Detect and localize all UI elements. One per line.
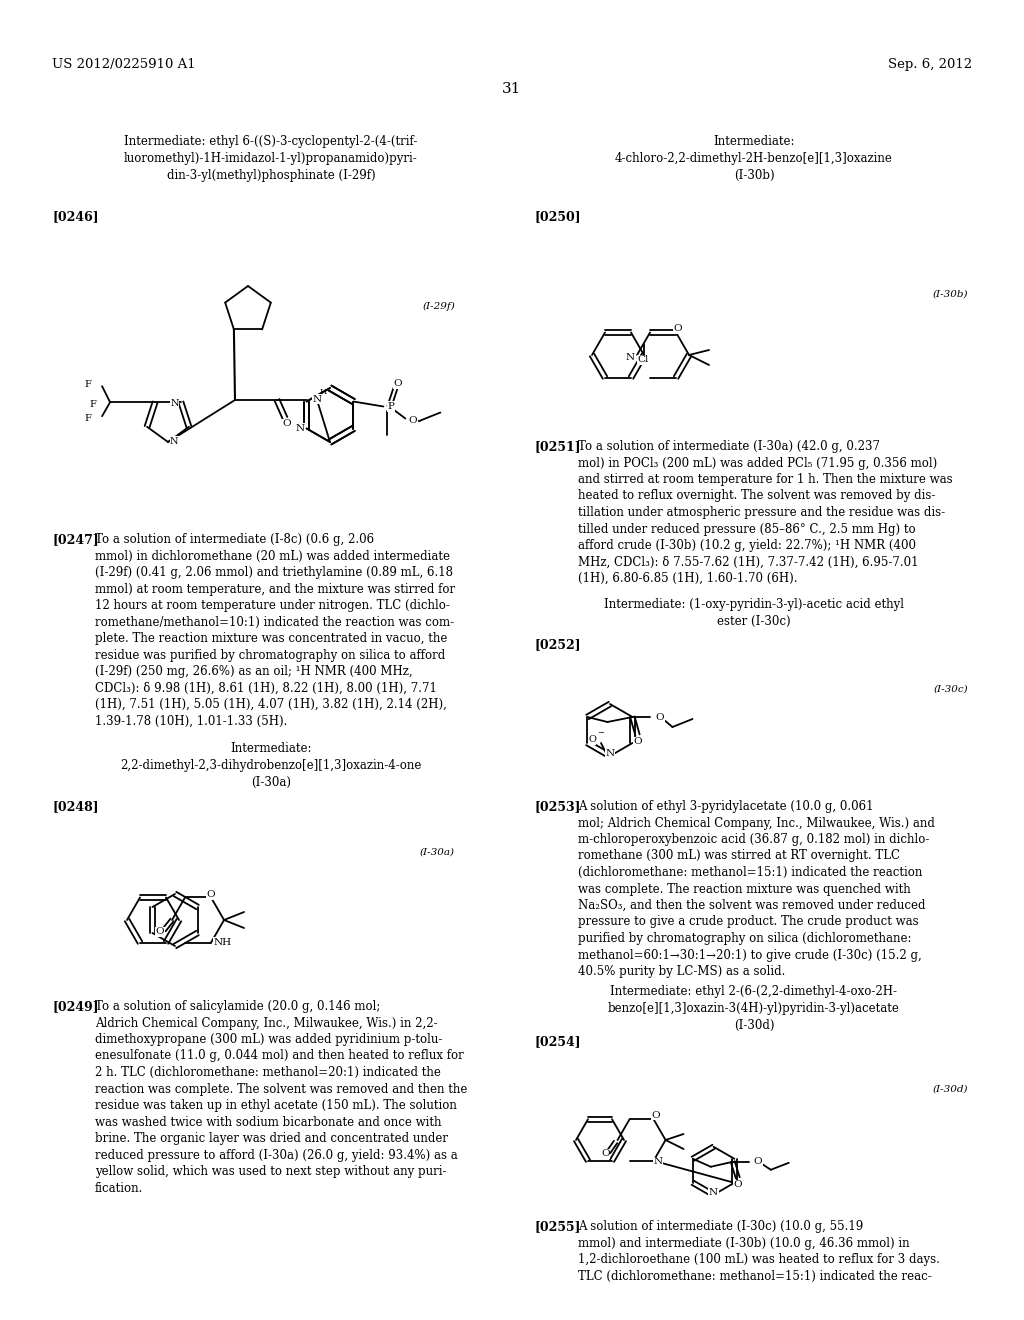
Text: 31: 31	[503, 82, 521, 96]
Text: Sep. 6, 2012: Sep. 6, 2012	[888, 58, 972, 71]
Text: (I-29f): (I-29f)	[422, 302, 455, 312]
Text: Cl: Cl	[638, 355, 649, 364]
Text: O: O	[156, 928, 164, 936]
Text: A solution of ethyl 3-pyridylacetate (10.0 g, 0.061
mol; Aldrich Chemical Compan: A solution of ethyl 3-pyridylacetate (10…	[578, 800, 935, 978]
Text: To a solution of intermediate (I-30a) (42.0 g, 0.237
mol) in POCl₃ (200 mL) was : To a solution of intermediate (I-30a) (4…	[578, 440, 952, 585]
Text: F: F	[89, 400, 96, 409]
Text: [0254]: [0254]	[535, 1035, 582, 1048]
Text: O: O	[633, 738, 642, 747]
Text: Intermediate:
2,2-dimethyl-2,3-dihydrobenzo[e][1,3]oxazin-4-one
(I-30a): Intermediate: 2,2-dimethyl-2,3-dihydrobe…	[120, 742, 422, 789]
Text: Intermediate: ethyl 2-(6-(2,2-dimethyl-4-oxo-2H-
benzo[e][1,3]oxazin-3(4H)-yl)py: Intermediate: ethyl 2-(6-(2,2-dimethyl-4…	[608, 985, 900, 1032]
Text: (I-30b): (I-30b)	[933, 290, 968, 300]
Text: US 2012/0225910 A1: US 2012/0225910 A1	[52, 58, 196, 71]
Text: N: N	[296, 424, 304, 433]
Text: O: O	[733, 1180, 742, 1189]
Text: [0246]: [0246]	[52, 210, 98, 223]
Text: F: F	[85, 413, 91, 422]
Text: H: H	[319, 388, 328, 396]
Text: To a solution of salicylamide (20.0 g, 0.146 mol;
Aldrich Chemical Company, Inc.: To a solution of salicylamide (20.0 g, 0…	[95, 1001, 467, 1195]
Text: [0250]: [0250]	[535, 210, 582, 223]
Text: [0247]: [0247]	[52, 533, 98, 546]
Text: NH: NH	[213, 939, 231, 946]
Text: F: F	[85, 380, 91, 388]
Text: (I-30d): (I-30d)	[933, 1085, 968, 1094]
Text: O: O	[601, 1150, 610, 1159]
Text: Intermediate: ethyl 6-((S)-3-cyclopentyl-2-(4-(trif-
luoromethyl)-1H-imidazol-1-: Intermediate: ethyl 6-((S)-3-cyclopentyl…	[124, 135, 418, 182]
Text: N: N	[709, 1188, 718, 1197]
Text: [0251]: [0251]	[535, 440, 582, 453]
Text: [0253]: [0253]	[535, 800, 582, 813]
Text: Intermediate:
4-chloro-2,2-dimethyl-2H-benzo[e][1,3]oxazine
(I-30b): Intermediate: 4-chloro-2,2-dimethyl-2H-b…	[615, 135, 893, 182]
Text: N: N	[313, 395, 323, 404]
Text: P: P	[387, 403, 394, 411]
Text: N: N	[626, 352, 635, 362]
Text: O: O	[655, 713, 665, 722]
Text: −: −	[597, 729, 604, 737]
Text: N: N	[170, 437, 178, 446]
Text: N: N	[170, 399, 179, 408]
Text: (I-30a): (I-30a)	[420, 847, 455, 857]
Text: [0252]: [0252]	[535, 638, 582, 651]
Text: O: O	[674, 323, 682, 333]
Text: O: O	[207, 890, 215, 899]
Text: (I-30c): (I-30c)	[933, 685, 968, 694]
Text: N: N	[605, 750, 614, 759]
Text: O: O	[754, 1158, 763, 1167]
Text: Intermediate: (1-oxy-pyridin-3-yl)-acetic acid ethyl
ester (I-30c): Intermediate: (1-oxy-pyridin-3-yl)-aceti…	[604, 598, 904, 628]
Text: To a solution of intermediate (I-8c) (0.6 g, 2.06
mmol) in dichloromethane (20 m: To a solution of intermediate (I-8c) (0.…	[95, 533, 455, 727]
Text: [0248]: [0248]	[52, 800, 98, 813]
Text: O: O	[393, 379, 401, 388]
Text: A solution of intermediate (I-30c) (10.0 g, 55.19
mmol) and intermediate (I-30b): A solution of intermediate (I-30c) (10.0…	[578, 1220, 940, 1283]
Text: O: O	[283, 420, 291, 429]
Text: O: O	[588, 735, 596, 744]
Text: N: N	[653, 1158, 663, 1167]
Text: O: O	[409, 416, 417, 425]
Text: [0249]: [0249]	[52, 1001, 98, 1012]
Text: O: O	[651, 1110, 659, 1119]
Text: [0255]: [0255]	[535, 1220, 582, 1233]
